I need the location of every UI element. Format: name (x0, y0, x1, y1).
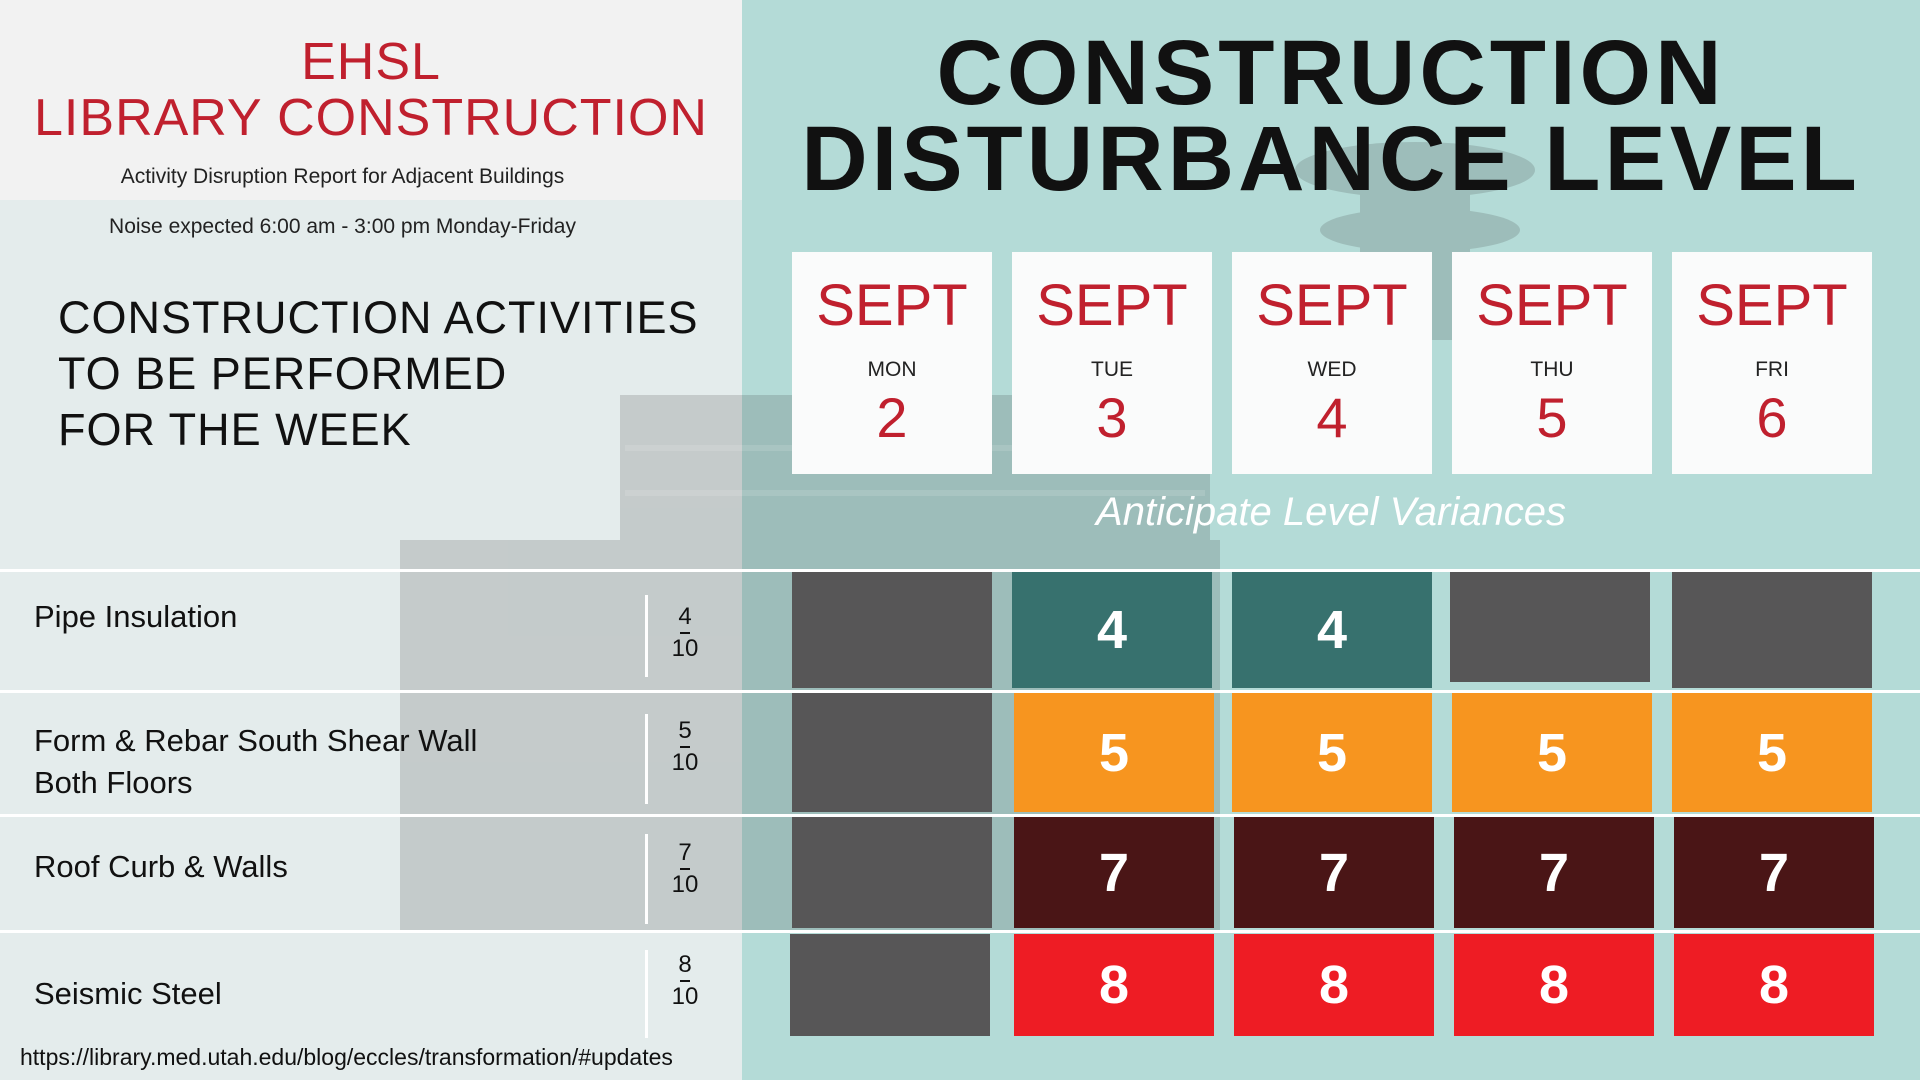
activity-score: 8 10 (671, 951, 699, 1010)
fraction-bar (680, 632, 690, 634)
day-card-fri: SEPT FRI 6 (1672, 252, 1872, 474)
day-of-week: WED (1307, 358, 1357, 381)
level-cell (1450, 572, 1650, 682)
fraction-bar (680, 868, 690, 870)
level-cell: 5 (1452, 693, 1652, 812)
level-cell (792, 693, 992, 812)
header-subtitle: Activity Disruption Report for Adjacent … (120, 165, 565, 188)
level-cell: 8 (1234, 934, 1434, 1036)
day-card-tue: SEPT TUE 3 (1012, 252, 1212, 474)
level-cell: 7 (1014, 817, 1214, 928)
day-number: 5 (1536, 386, 1568, 449)
activities-heading: CONSTRUCTION ACTIVITIES TO BE PERFORMED … (58, 290, 699, 458)
score-divider (645, 834, 648, 924)
day-month: SEPT (1476, 273, 1628, 338)
day-month: SEPT (1256, 273, 1408, 338)
day-of-week: THU (1530, 358, 1574, 381)
day-month: SEPT (1036, 273, 1188, 338)
day-card-wed: SEPT WED 4 (1232, 252, 1432, 474)
activity-label-pipe-insulation: Pipe Insulation (34, 599, 238, 634)
score-divider (645, 950, 648, 1038)
level-cell: 5 (1672, 693, 1872, 812)
day-card-thu: SEPT THU 5 (1452, 252, 1652, 474)
row-divider (0, 814, 1920, 817)
day-month: SEPT (1696, 273, 1848, 338)
main-title-line1: CONSTRUCTION (936, 22, 1726, 124)
activity-score: 4 10 (671, 603, 699, 662)
level-cell: 4 (1232, 572, 1432, 688)
activity-score: 7 10 (671, 839, 699, 898)
score-divider (645, 595, 648, 677)
level-cell: 5 (1014, 693, 1214, 812)
level-cell (792, 572, 992, 688)
main-title-line2: DISTURBANCE LEVEL (801, 108, 1861, 210)
level-cell: 8 (1014, 934, 1214, 1036)
day-number: 3 (1096, 386, 1128, 449)
level-cell: 7 (1454, 817, 1654, 928)
header-band (0, 0, 742, 200)
row-divider (0, 569, 1920, 572)
level-cell (790, 934, 990, 1036)
activity-score: 5 10 (671, 717, 699, 776)
day-number: 6 (1756, 386, 1788, 449)
day-card-mon: SEPT MON 2 (792, 252, 992, 474)
day-of-week: TUE (1091, 358, 1133, 381)
fraction-bar (680, 746, 690, 748)
header-title-line1: EHSL (301, 33, 441, 91)
variances-note: Anticipate Level Variances (1096, 490, 1566, 534)
level-cell: 8 (1674, 934, 1874, 1036)
day-month: SEPT (816, 273, 968, 338)
activities-heading-line2: TO BE PERFORMED (58, 348, 508, 399)
activity-label-form-rebar: Form & Rebar South Shear Wall Both Floor… (34, 723, 478, 800)
level-cell: 4 (1012, 572, 1212, 688)
day-of-week: MON (867, 358, 917, 381)
level-cell (792, 817, 992, 928)
level-cell: 7 (1234, 817, 1434, 928)
day-number: 4 (1316, 386, 1348, 449)
day-number: 2 (876, 386, 908, 449)
level-cell (1672, 572, 1872, 688)
activity-label-seismic-steel: Seismic Steel (34, 976, 222, 1011)
row-divider (0, 930, 1920, 933)
activities-heading-line3: FOR THE WEEK (58, 404, 412, 455)
level-cell: 7 (1674, 817, 1874, 928)
score-divider (645, 714, 648, 804)
footer-url[interactable]: https://library.med.utah.edu/blog/eccles… (20, 1044, 673, 1070)
row-divider (0, 690, 1920, 693)
level-cell: 8 (1454, 934, 1654, 1036)
level-cell: 5 (1232, 693, 1432, 812)
day-of-week: FRI (1755, 358, 1789, 381)
activities-heading-line1: CONSTRUCTION ACTIVITIES (58, 292, 699, 343)
header-title-line2: LIBRARY CONSTRUCTION (34, 89, 708, 147)
activity-label-roof-curb: Roof Curb & Walls (34, 849, 288, 884)
noise-note: Noise expected 6:00 am - 3:00 pm Monday-… (109, 215, 576, 238)
fraction-bar (680, 980, 690, 982)
